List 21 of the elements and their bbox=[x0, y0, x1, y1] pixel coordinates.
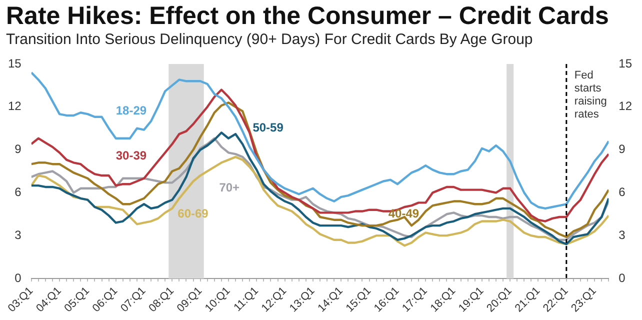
y2-tick-label: 3 bbox=[618, 228, 626, 242]
series-label: 30-39 bbox=[116, 148, 147, 163]
series-label: 50-59 bbox=[252, 120, 284, 135]
chart-subtitle: Transition Into Serious Delinquency (90+ Days) For Credit Cards By Age Group bbox=[5, 30, 534, 50]
y-tick-label: 15 bbox=[8, 56, 22, 70]
series-label: 60-69 bbox=[178, 206, 209, 220]
series-label: 40-49 bbox=[388, 206, 420, 220]
chart-title: Rate Hikes: Effect on the Consumer – Credit Cards bbox=[5, 1, 610, 30]
y2-tick-label: 6 bbox=[618, 185, 626, 199]
ref-line-label: Fed starts raising rates bbox=[574, 70, 607, 121]
y-tick-label: 0 bbox=[14, 270, 22, 285]
y-tick-label: 12 bbox=[8, 99, 22, 114]
y-tick-label: 3 bbox=[14, 228, 22, 242]
y2-tick-label: 15 bbox=[618, 56, 632, 70]
y2-tick-label: 12 bbox=[618, 99, 632, 114]
series-label: 70+ bbox=[219, 180, 240, 195]
y-tick-label: 6 bbox=[14, 185, 22, 199]
y2-tick-label: 9 bbox=[618, 142, 626, 156]
series-label: 18-29 bbox=[116, 104, 147, 118]
y2-tick-label: 0 bbox=[618, 270, 626, 285]
y-tick-label: 9 bbox=[14, 142, 22, 156]
